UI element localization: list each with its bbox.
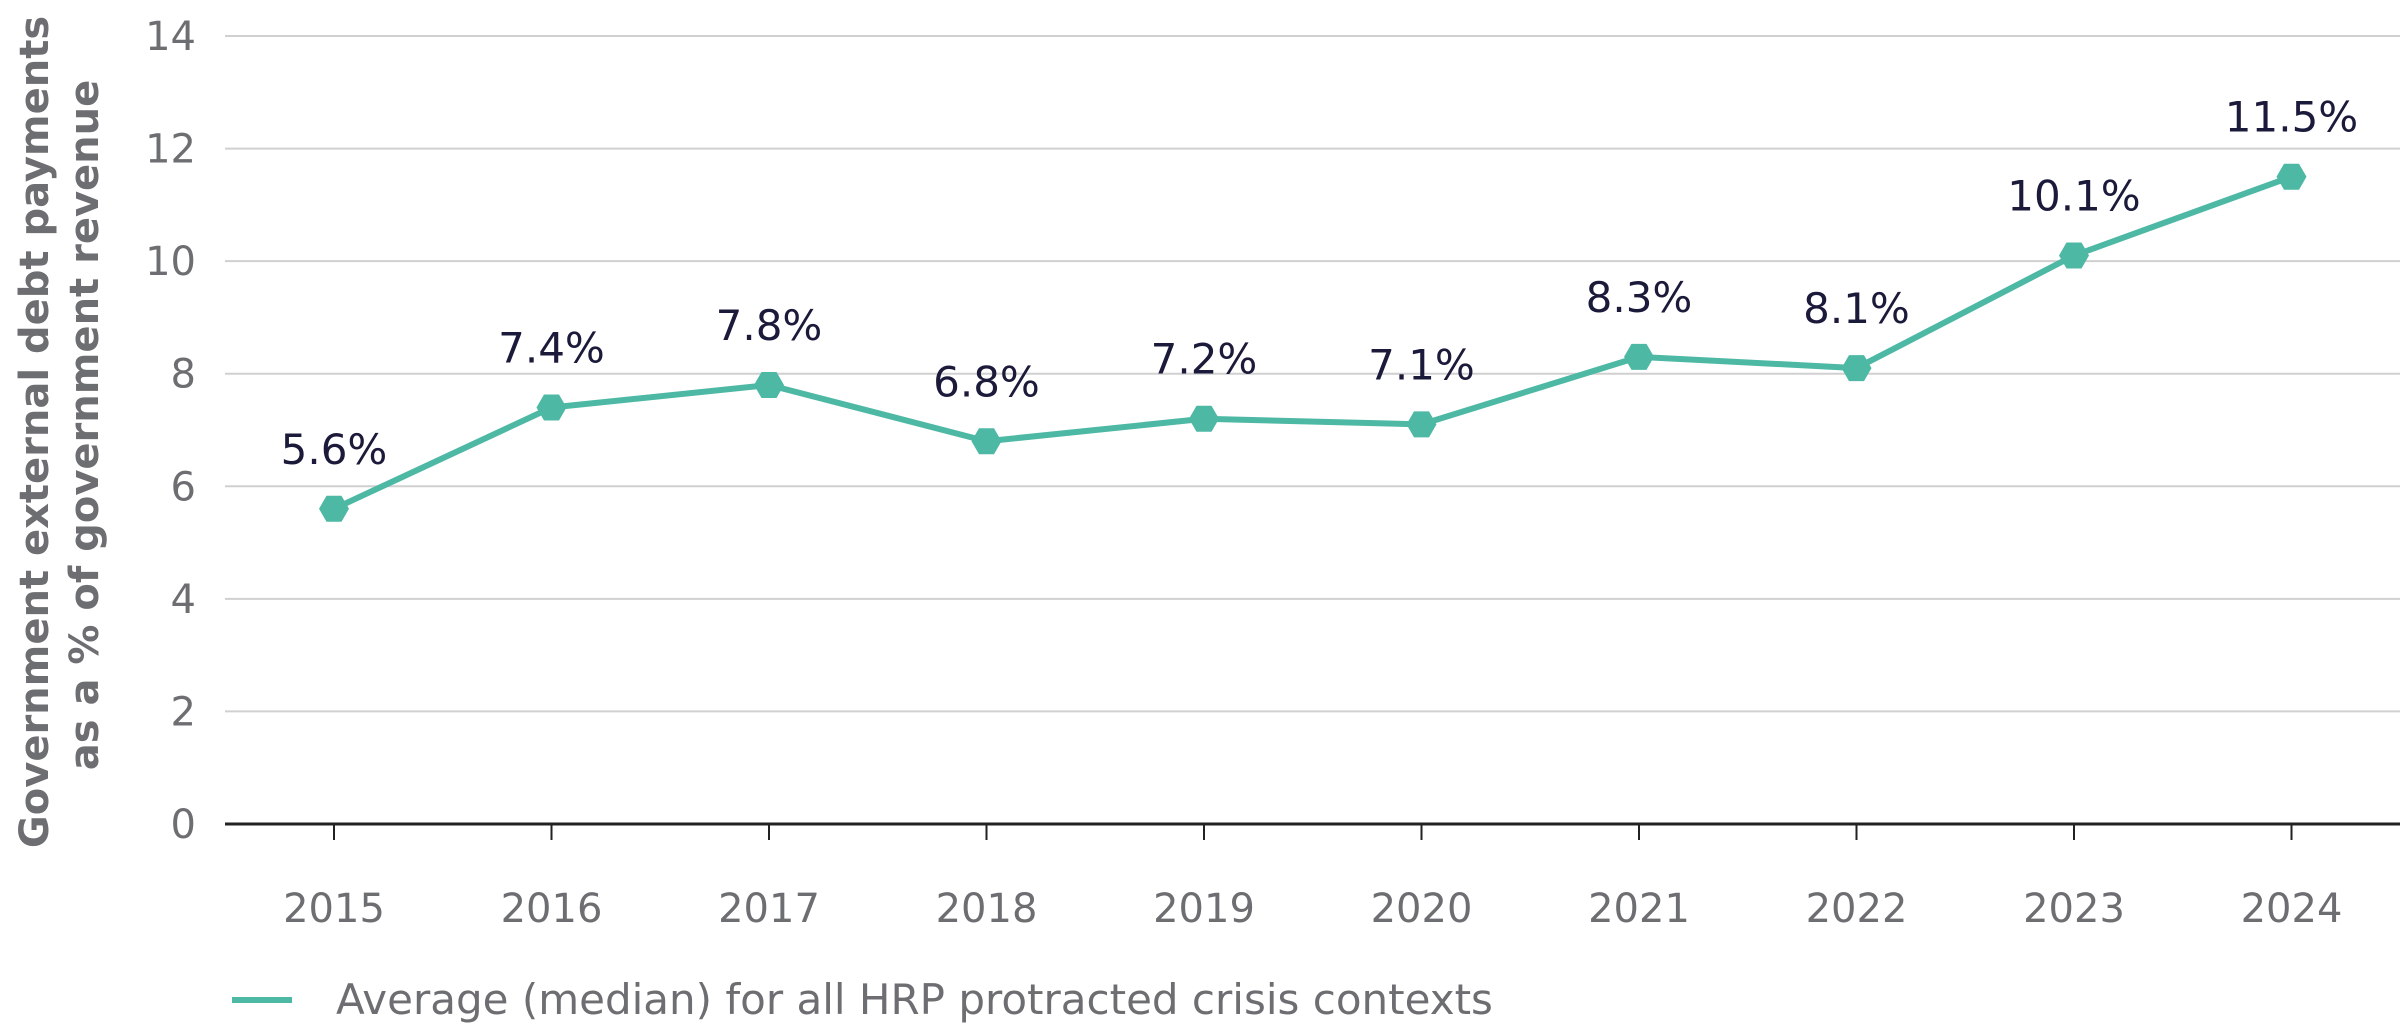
series-average-median: [319, 163, 2307, 522]
x-tick-label-2021: 2021: [1588, 886, 1690, 932]
data-point-2023: [2059, 242, 2089, 269]
gridlines: [225, 35, 2400, 713]
y-tick-label-2: 2: [171, 689, 196, 735]
x-tick-label-2017: 2017: [718, 886, 820, 932]
data-point-2021: [1624, 343, 1654, 370]
data-point-2019: [1189, 405, 1219, 432]
data-point-2016: [536, 394, 567, 421]
data-label-2017: 7.8%: [716, 301, 823, 350]
data-point-2018: [971, 428, 1002, 455]
data-label-2016: 7.4%: [498, 323, 605, 372]
y-axis-label: Government external debt payments as a %…: [12, 2, 108, 848]
data-label-2021: 8.3%: [1586, 273, 1693, 322]
y-tick-label-10: 10: [145, 239, 196, 285]
series-line: [332, 173, 2293, 512]
x-tick-label-2018: 2018: [936, 886, 1038, 932]
data-point-2015: [319, 495, 349, 522]
data-point-2020: [1406, 411, 1437, 438]
data-point-2024: [2276, 163, 2307, 190]
y-tick-label-14: 14: [145, 14, 196, 60]
data-label-2024: 11.5%: [2225, 93, 2358, 142]
x-tick-label-2024: 2024: [2241, 886, 2343, 932]
x-tick-label-2020: 2020: [1371, 886, 1473, 932]
x-tick-label-2022: 2022: [1806, 886, 1908, 932]
data-label-2022: 8.1%: [1803, 284, 1910, 333]
data-point-2017: [754, 371, 784, 398]
x-tick-label-2015: 2015: [283, 886, 385, 932]
data-label-2020: 7.1%: [1368, 340, 1475, 389]
legend-label: Average (median) for all HRP protracted …: [336, 975, 1493, 1024]
data-label-2019: 7.2%: [1151, 335, 1258, 384]
x-tick-label-2016: 2016: [501, 886, 603, 932]
data-label-2018: 6.8%: [933, 357, 1040, 406]
legend: Average (median) for all HRP protracted …: [232, 975, 1493, 1024]
data-label-2023: 10.1%: [2007, 172, 2140, 221]
y-tick-label-8: 8: [171, 352, 196, 398]
y-axis-label-line-1: Government external debt payments: [12, 16, 58, 848]
y-axis-ticks: 0 2 4 6 8 10 12 14: [145, 14, 196, 848]
y-axis-label-line-2: as a % of government revenue: [62, 80, 108, 770]
y-tick-label-12: 12: [145, 127, 196, 173]
data-point-2022: [1841, 355, 1872, 382]
y-tick-label-0: 0: [171, 802, 196, 848]
y-tick-label-6: 6: [171, 464, 196, 510]
data-label-2015: 5.6%: [281, 425, 388, 474]
data-labels: 5.6% 7.4% 7.8% 6.8% 7.2% 7.1% 8.3% 8.1% 10.1% 11.…: [281, 93, 2359, 474]
x-tick-label-2019: 2019: [1153, 886, 1255, 932]
y-tick-label-4: 4: [171, 577, 196, 623]
x-tick-label-2023: 2023: [2023, 886, 2125, 932]
x-axis-ticks: 2015 2016 2017 2018 2019 2020 2021 2022 2023 2024: [283, 824, 2342, 932]
